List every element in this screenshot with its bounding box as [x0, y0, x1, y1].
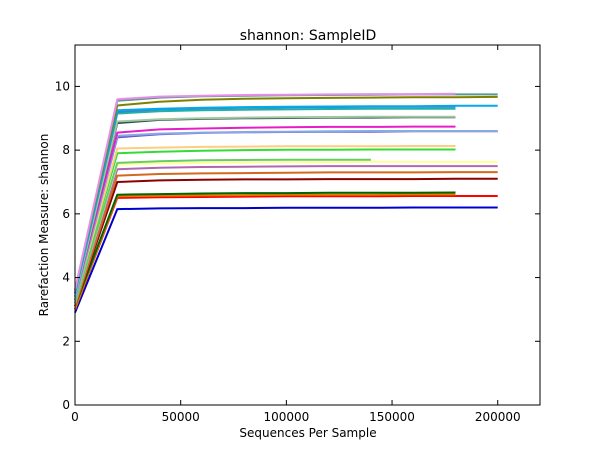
series-line-2: [74, 195, 498, 310]
series-line-20: [74, 95, 498, 291]
series-line-17: [74, 107, 456, 294]
series-line-22: [74, 92, 456, 291]
x-tick-label: 150000: [369, 410, 415, 424]
series-line-13: [74, 130, 498, 301]
series-line-11: [74, 145, 456, 301]
series-line-3: [74, 193, 456, 310]
chart-title: shannon: SampleID: [240, 28, 377, 44]
x-tick-label: 100000: [263, 410, 309, 424]
y-tick-label: 0: [62, 398, 70, 412]
y-tick-label: 4: [62, 271, 70, 285]
series-line-7: [74, 165, 498, 304]
series-line-16: [74, 115, 456, 297]
plot-frame: [74, 44, 541, 406]
series-layer: [74, 92, 498, 313]
series-line-19: [74, 104, 498, 294]
ticks-layer: 0 50000 100000 150000 200000 0 2 4 6 8 10: [55, 45, 540, 424]
x-tick-label: 50000: [162, 410, 200, 424]
series-line-10: [74, 148, 456, 301]
series-line-9: [74, 158, 371, 304]
series-line-4: [74, 191, 456, 307]
series-line-6: [74, 171, 498, 307]
y-axis-label: Rarefaction Measure: shannon: [37, 134, 51, 317]
x-tick-label: 200000: [475, 410, 521, 424]
series-line-8: [74, 160, 498, 304]
y-tick-label: 10: [55, 79, 70, 93]
series-line-1: [74, 206, 498, 313]
x-tick-label: 0: [71, 410, 79, 424]
series-line-5: [74, 177, 498, 307]
y-tick-label: 2: [62, 334, 70, 348]
x-axis-label: Sequences Per Sample: [239, 426, 376, 440]
series-line-14: [74, 125, 456, 297]
y-tick-label: 8: [62, 143, 70, 157]
y-tick-label: 6: [62, 207, 70, 221]
